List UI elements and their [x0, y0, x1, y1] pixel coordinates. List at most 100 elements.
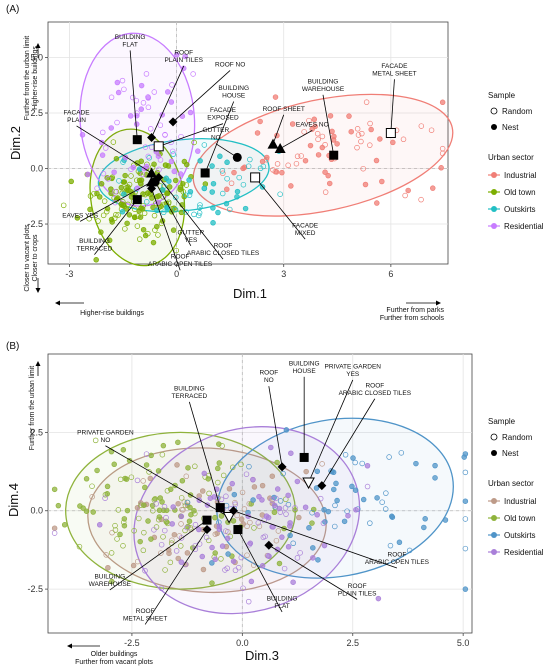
panel-b-point-residential-random	[182, 561, 189, 568]
panel-b-point-outskirts-random	[285, 501, 292, 508]
panel-a-cat-building-flat-marker	[132, 135, 142, 145]
panel-b-cat-roof-plain-tiles-marker	[264, 540, 274, 550]
panel-a-y-axis-label: Dim.2	[8, 126, 23, 160]
panel-b-point-old-town-nest	[94, 467, 100, 474]
panel-a-point-residential-nest	[108, 125, 114, 131]
panel-b-point-old-town-random	[120, 543, 126, 549]
panel-a-point-residential-random	[134, 110, 140, 116]
panel-a-point-old-town-nest	[181, 158, 188, 165]
panel-a-point-old-town-nest	[131, 214, 138, 220]
legend-b-sector-title: Urban sector	[488, 479, 534, 488]
panel-b-point-old-town-nest	[271, 509, 278, 516]
panel-a-point-old-town-nest	[120, 179, 127, 185]
panel-b-point-industrial-nest	[259, 482, 266, 489]
panel-b-point-outskirts-nest	[283, 427, 290, 433]
panel-b-point-residential-random	[223, 493, 229, 500]
panel-b-point-old-town-random	[76, 543, 83, 550]
panel-a-point-industrial-nest	[348, 128, 354, 135]
panel-b-point-residential-nest	[216, 523, 223, 529]
panel-a-point-residential-random	[162, 131, 168, 138]
panel-b-point-industrial-nest	[171, 531, 178, 538]
panel-b-point-residential-nest	[310, 555, 316, 561]
legend-b-sector-residential-label: Residential	[504, 548, 544, 557]
panel-b-cat-private-garden-yes-leader	[308, 379, 354, 483]
panel-a-point-industrial-nest	[231, 169, 237, 176]
panel-b-point-industrial-random	[244, 552, 250, 558]
panel-a-point-old-town-nest	[98, 229, 104, 235]
panel-a-point-industrial-random	[301, 129, 307, 135]
panel-b-point-old-town-random	[192, 463, 198, 470]
panel-b-point-old-town-random	[102, 492, 109, 498]
panel-a-cat-gutter-yes-leader	[154, 181, 192, 246]
panel-a-point-residential-random	[168, 139, 174, 146]
legend-a-sector-industrial-symbol	[491, 172, 497, 178]
panel-b-point-industrial-random	[275, 528, 282, 534]
legend-a: Sample Random Nest Urban sector Industrial Ol…	[488, 91, 544, 231]
panel-b-point-residential-nest	[285, 544, 292, 550]
panel-b-point-old-town-nest	[209, 580, 215, 586]
panel-a-tick-label-y-3: 5.0	[30, 53, 43, 63]
panel-a-point-outskirts-nest	[242, 205, 249, 212]
panel-a-point-residential-random	[119, 77, 126, 84]
panel-b-point-old-town-nest	[77, 503, 83, 509]
panel-b-point-old-town-nest	[121, 516, 128, 522]
panel-b-point-old-town-nest	[145, 518, 151, 524]
panel-b-point-old-town-nest	[276, 560, 283, 567]
panel-a-cat-gutter-no-marker	[232, 152, 242, 162]
legend-a-sector-old-town-symbol	[491, 189, 497, 195]
panel-a-cat-building-house-leader	[204, 101, 235, 174]
panel-b-cat-roof-arabic-open-tiles-label: ROOF ARABIC OPEN TILES	[365, 552, 430, 567]
legend-b-sector-old-town-label: Old town	[504, 514, 536, 523]
panel-b-point-old-town-nest	[148, 536, 154, 542]
panel-b-point-outskirts-nest	[352, 487, 359, 493]
panel-b-point-old-town-nest	[155, 468, 162, 474]
panel-a-point-old-town-nest	[144, 190, 151, 197]
panel-a-note-bottom-left: Closer to vacant plotsCloser to crops	[24, 224, 39, 292]
panel-a-point-old-town-nest	[68, 178, 74, 185]
panel-b-point-old-town-nest	[216, 460, 223, 466]
panel-a-cat-roof-no-marker	[168, 117, 178, 127]
panel-b-point-old-town-nest	[152, 496, 158, 502]
panel-a-cat-building-warehouse-leader	[322, 94, 335, 156]
panel-a-tick-label-y-2: 2.5	[30, 108, 43, 118]
panel-a-point-industrial-nest	[311, 116, 318, 123]
panel-b-point-industrial-random	[134, 558, 141, 565]
panel-b-point-industrial-random	[273, 537, 280, 544]
panel-b-point-residential-nest	[229, 480, 235, 487]
panel-a-point-outskirts-random	[227, 206, 233, 213]
panel-a-point-residential-nest	[115, 89, 122, 96]
panel-b-point-old-town-nest	[212, 550, 218, 556]
panel-a-point-old-town-nest	[149, 195, 155, 201]
panel-b-point-outskirts-nest	[250, 497, 256, 503]
panel-b-point-residential-nest	[224, 535, 231, 542]
panel-a-point-industrial-random	[367, 120, 373, 127]
panel-b-point-residential-random	[240, 585, 246, 591]
panel-a-cat-roof-sheet-marker	[267, 138, 279, 149]
panel-b-point-outskirts-random	[342, 452, 349, 458]
panel-b-point-residential-nest	[199, 553, 206, 560]
panel-a-point-old-town-nest	[178, 209, 185, 216]
panel-b-arrowhead-up	[35, 361, 41, 366]
panel-b-tick-label-y-2: 2.5	[30, 427, 43, 437]
panel-b-point-outskirts-nest	[315, 557, 321, 563]
panel-a-cat-roof-plain-tiles-label: ROOF PLAIN TILES	[164, 49, 203, 64]
panel-a-point-industrial-nest	[279, 169, 285, 176]
panel-b-point-old-town-nest	[230, 518, 237, 524]
panel-a-point-outskirts-random	[183, 192, 189, 198]
panel-b-point-residential-random	[162, 527, 168, 534]
panel-a-point-residential-nest	[195, 148, 201, 154]
panel-b-point-outskirts-random	[382, 506, 389, 512]
panel-a-cat-roof-plain-tiles-leader	[151, 65, 185, 138]
panel-a-point-old-town-random	[126, 181, 133, 188]
panel-a-point-industrial-random	[274, 161, 281, 167]
panel-b-point-old-town-nest	[185, 465, 191, 471]
panel-b-cat-building-flat-marker	[233, 525, 243, 535]
panel-a-point-outskirts-random	[160, 209, 167, 216]
panel-b-point-residential-nest	[364, 463, 371, 469]
panel-a-point-old-town-nest	[177, 184, 184, 191]
panel-a-point-industrial-random	[428, 127, 435, 133]
panel-a-point-outskirts-nest	[210, 180, 217, 187]
panel-a-point-old-town-random	[101, 198, 108, 204]
panel-a-ticks: -3 0 3 6 -2.5 0.0 2.5 5.0	[27, 53, 393, 279]
